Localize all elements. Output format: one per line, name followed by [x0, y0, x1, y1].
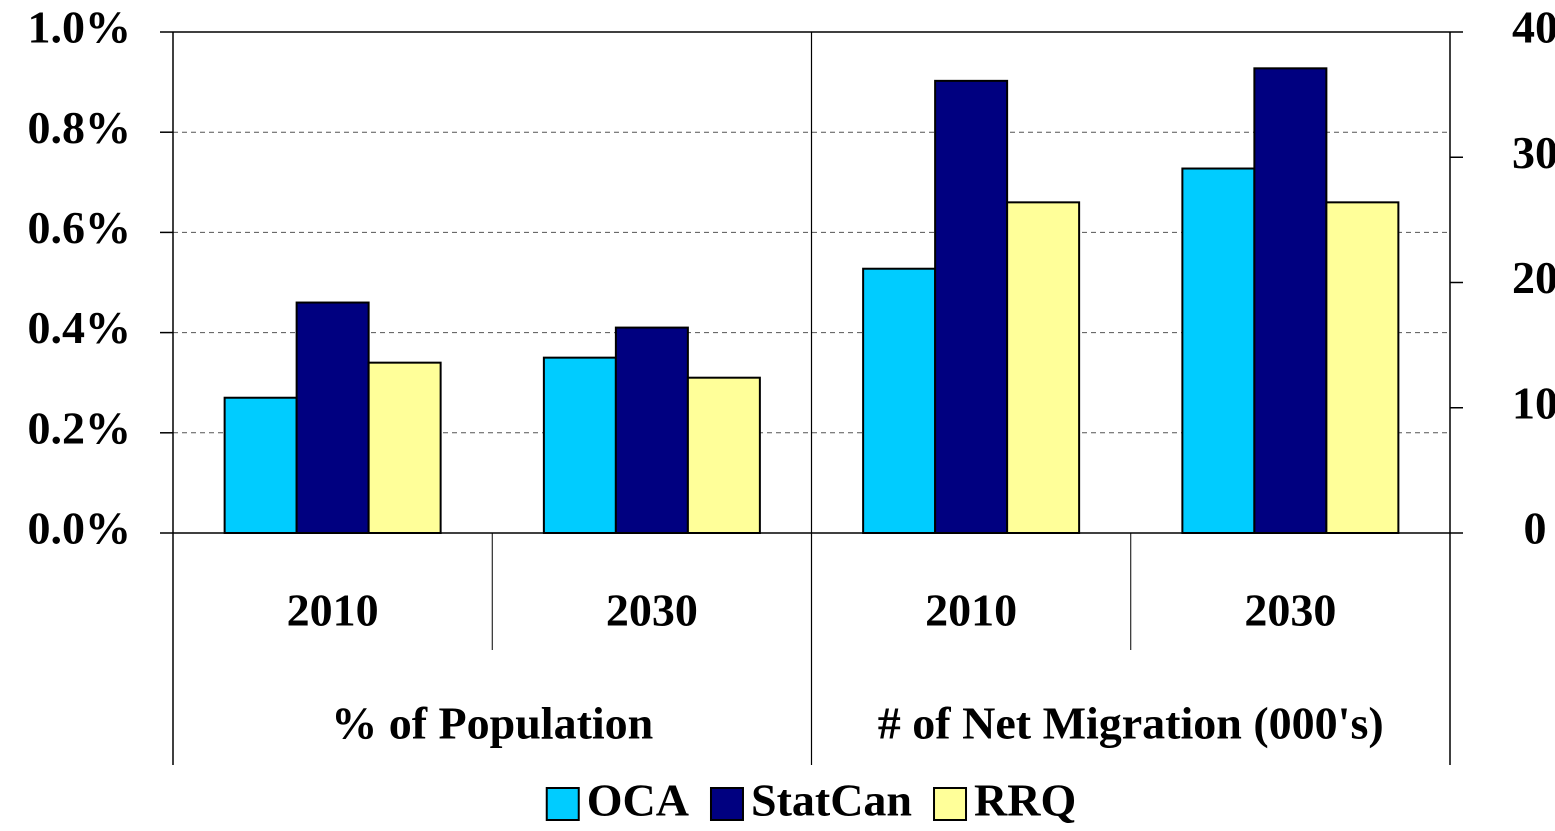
y-tick-label: 0.2%: [28, 402, 132, 453]
y2-tick-label: 40: [1512, 2, 1555, 53]
y2-tick-label: 20: [1512, 252, 1555, 303]
x-tick-label: 2030: [1244, 585, 1336, 636]
bar: [223, 396, 298, 535]
bar: [862, 267, 937, 534]
bar: [1006, 201, 1081, 534]
x-group-label: % of Population: [331, 698, 653, 749]
x-group-label: # of Net Migration (000's): [878, 698, 1384, 749]
x-tick-label: 2030: [606, 585, 698, 636]
y2-tick-label: 0: [1524, 503, 1547, 554]
legend: OCA StatCan RRQ: [545, 775, 1076, 826]
bar: [614, 326, 689, 534]
x-tick-label: 2010: [287, 585, 379, 636]
legend-label: StatCan: [751, 775, 912, 826]
bar: [295, 301, 370, 535]
legend-label: OCA: [587, 775, 689, 826]
y2-tick-label: 10: [1512, 377, 1555, 428]
legend-swatch: [933, 787, 968, 821]
bar: [1181, 167, 1256, 535]
bar: [686, 376, 761, 534]
legend-label: RRQ: [974, 775, 1076, 826]
y2-tick-label: 30: [1512, 127, 1555, 178]
y-tick-label: 0.4%: [28, 302, 132, 353]
y-tick-label: 0.6%: [28, 202, 132, 253]
bar: [367, 361, 442, 534]
legend-swatch: [709, 787, 744, 821]
y-tick-label: 1.0%: [28, 2, 132, 53]
legend-swatch: [545, 787, 580, 821]
bar: [934, 79, 1009, 534]
bar: [542, 356, 617, 534]
y-tick-label: 0.8%: [28, 102, 132, 153]
y-tick-label: 0.0%: [28, 503, 132, 554]
bar: [1253, 67, 1328, 534]
bar: [1325, 201, 1400, 534]
x-tick-label: 2010: [925, 585, 1017, 636]
